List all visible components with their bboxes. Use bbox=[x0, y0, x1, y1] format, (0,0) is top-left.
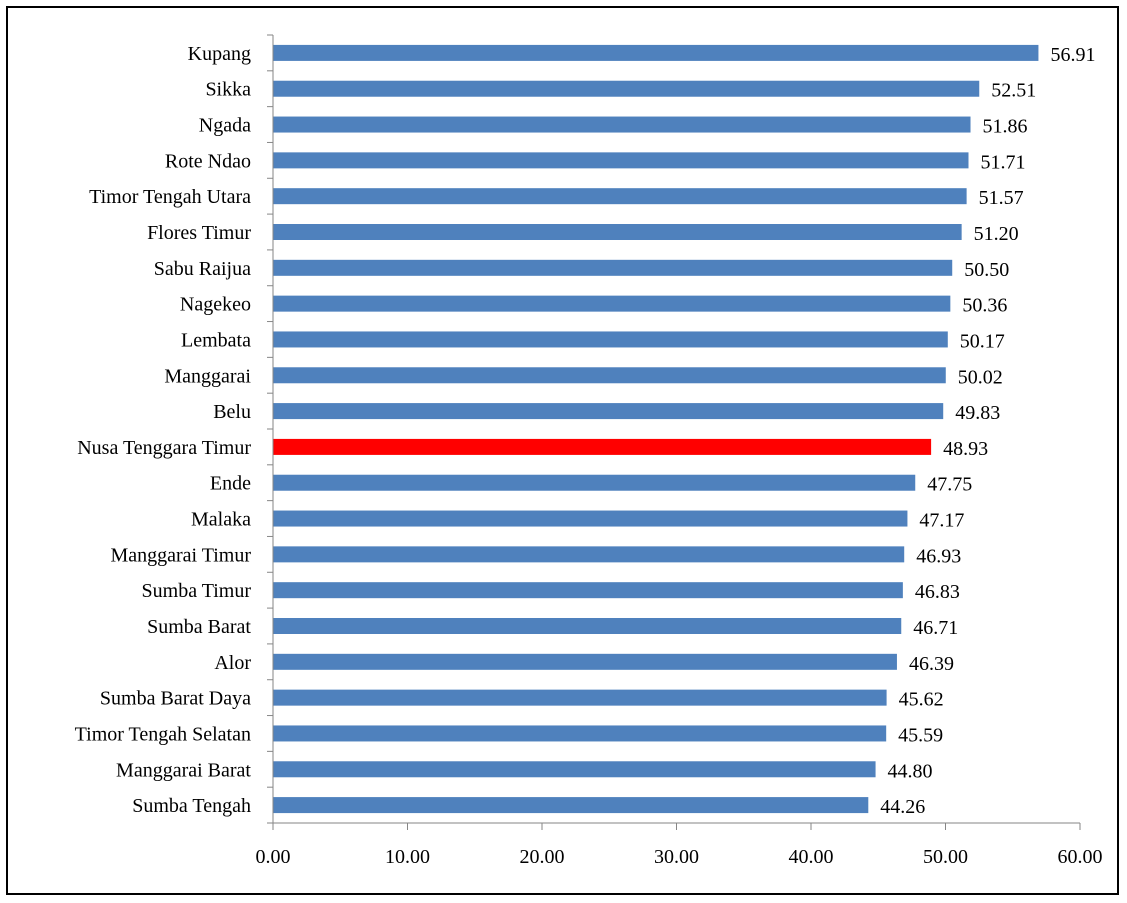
category-label: Rote Ndao bbox=[165, 150, 251, 172]
value-label: 47.75 bbox=[927, 474, 972, 496]
category-label: Sikka bbox=[205, 79, 251, 101]
x-tick-label: 10.00 bbox=[385, 846, 430, 868]
category-label: Manggarai Timur bbox=[110, 544, 251, 566]
value-labels: 56.91 52.51 51.86 51.71 51.57 51.20 50.50 50.36… bbox=[880, 44, 1095, 818]
category-label: Ende bbox=[210, 473, 251, 495]
x-tick-label: 0.00 bbox=[256, 846, 291, 868]
bar bbox=[273, 44, 1039, 61]
category-label: Lembata bbox=[181, 329, 251, 351]
bar bbox=[273, 331, 948, 348]
value-label: 51.20 bbox=[974, 223, 1019, 245]
category-label: Belu bbox=[213, 401, 251, 423]
x-tick-label: 60.00 bbox=[1058, 846, 1103, 868]
bar bbox=[273, 510, 908, 527]
x-tick-label: 40.00 bbox=[789, 846, 834, 868]
bar bbox=[273, 367, 946, 384]
value-label: 51.71 bbox=[980, 151, 1025, 173]
value-label: 52.51 bbox=[991, 80, 1036, 102]
value-label: 45.59 bbox=[898, 724, 943, 746]
value-label: 46.71 bbox=[913, 617, 958, 639]
bar bbox=[273, 188, 967, 205]
bar bbox=[273, 152, 969, 169]
category-label: Sumba Barat Daya bbox=[100, 688, 251, 710]
bar bbox=[273, 797, 869, 814]
category-label: Nagekeo bbox=[180, 294, 251, 316]
value-label: 50.17 bbox=[960, 330, 1005, 352]
x-tick-label: 50.00 bbox=[923, 846, 968, 868]
bar bbox=[273, 582, 903, 599]
value-label: 44.26 bbox=[880, 796, 925, 818]
axes-group: 0.00 10.00 20.00 30.00 40.00 50.00 60.00 bbox=[256, 34, 1103, 868]
category-label: Timor Tengah Utara bbox=[89, 186, 251, 208]
value-label: 46.39 bbox=[909, 653, 954, 675]
value-label: 48.93 bbox=[943, 438, 988, 460]
bar bbox=[273, 725, 887, 742]
category-label: Sumba Timur bbox=[142, 580, 252, 602]
bar bbox=[273, 653, 897, 670]
value-label: 50.36 bbox=[962, 295, 1007, 317]
category-label: Nusa Tenggara Timur bbox=[77, 437, 251, 459]
value-label: 50.02 bbox=[958, 366, 1003, 388]
category-label: Manggarai bbox=[164, 365, 251, 387]
category-label: Sumba Barat bbox=[147, 616, 251, 638]
bar bbox=[273, 546, 905, 563]
category-label: Sumba Tengah bbox=[132, 795, 251, 817]
category-label: Timor Tengah Selatan bbox=[75, 723, 251, 745]
value-label: 56.91 bbox=[1050, 44, 1095, 66]
bar bbox=[273, 403, 944, 420]
bar bbox=[273, 618, 902, 634]
category-labels: Kupang Sikka Ngada Rote Ndao Timor Tengah Ut… bbox=[75, 43, 252, 817]
value-label: 50.50 bbox=[964, 259, 1009, 281]
bar bbox=[273, 295, 951, 312]
value-label: 47.17 bbox=[919, 510, 964, 532]
category-label: Ngada bbox=[199, 115, 251, 137]
category-label: Sabu Raijua bbox=[154, 258, 251, 280]
bar bbox=[273, 224, 962, 240]
category-label: Manggarai Barat bbox=[116, 759, 251, 781]
bars-group bbox=[273, 44, 1039, 814]
category-label: Alor bbox=[214, 652, 251, 674]
x-tick-label: 30.00 bbox=[654, 846, 699, 868]
bar bbox=[273, 689, 887, 706]
bar bbox=[273, 116, 971, 133]
x-tick-label: 20.00 bbox=[520, 846, 565, 868]
value-label: 44.80 bbox=[888, 760, 933, 782]
category-label: Malaka bbox=[191, 509, 251, 531]
value-label: 51.57 bbox=[979, 187, 1024, 209]
value-label: 46.83 bbox=[915, 581, 960, 603]
category-label: Kupang bbox=[188, 43, 251, 65]
value-label: 49.83 bbox=[955, 402, 1000, 424]
bar-highlight bbox=[273, 438, 932, 455]
category-label: Flores Timur bbox=[147, 222, 251, 244]
bar bbox=[273, 474, 916, 491]
bar bbox=[273, 761, 876, 778]
value-label: 45.62 bbox=[899, 689, 944, 711]
bar bbox=[273, 259, 953, 276]
value-label: 51.86 bbox=[983, 116, 1028, 138]
bar bbox=[273, 80, 980, 97]
value-label: 46.93 bbox=[916, 545, 961, 567]
